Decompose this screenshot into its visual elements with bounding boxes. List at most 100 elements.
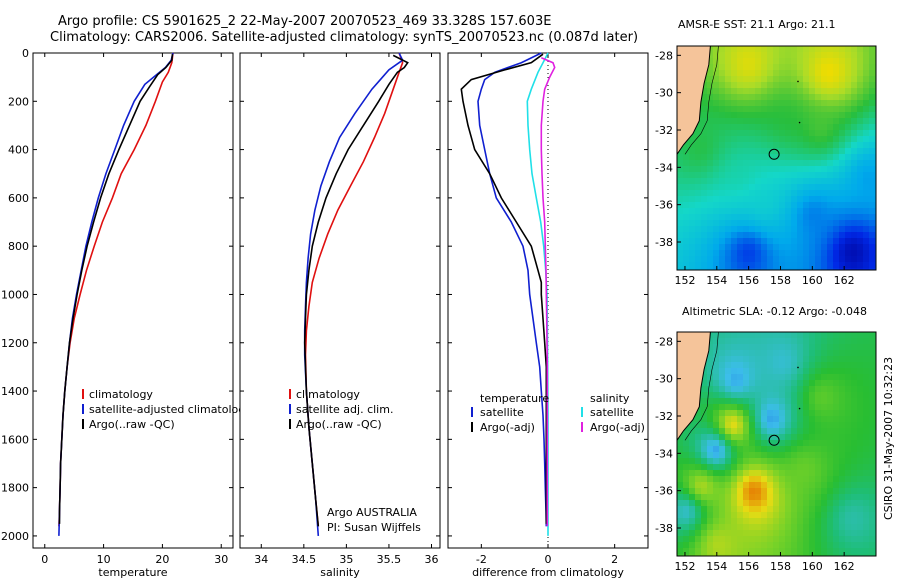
map-cell [737, 76, 743, 82]
map-cell [857, 100, 863, 106]
map-cell [707, 172, 713, 178]
map-cell [857, 172, 863, 178]
map-cell [731, 386, 737, 392]
map-cell [779, 512, 785, 518]
map-cell [695, 548, 701, 554]
map-cell [815, 548, 821, 554]
map-cell [827, 256, 833, 262]
map-cell [851, 362, 857, 368]
map-cell [839, 350, 845, 356]
map-cell [809, 124, 815, 130]
map-cell [851, 434, 857, 440]
map-cell [761, 332, 767, 338]
map-cell [857, 422, 863, 428]
map-cell [803, 500, 809, 506]
map-cell [713, 374, 719, 380]
map-cell [677, 148, 683, 154]
map-cell [803, 250, 809, 256]
map-cell [749, 196, 755, 202]
map-cell [845, 160, 851, 166]
map-cell [827, 202, 833, 208]
map-cell [773, 148, 779, 154]
map-cell [803, 268, 809, 270]
map-cell [737, 262, 743, 268]
map-cell [755, 332, 761, 338]
map-cell [731, 446, 737, 452]
map-cell [677, 446, 683, 452]
map-cell [695, 434, 701, 440]
map-cell [701, 518, 707, 524]
map-cell [827, 136, 833, 142]
map-cell [839, 554, 845, 556]
map-cell [851, 386, 857, 392]
map-cell [737, 458, 743, 464]
map-cell [749, 434, 755, 440]
map-cell [833, 268, 839, 270]
map-cell [791, 506, 797, 512]
map-cell [827, 250, 833, 256]
map-cell [701, 136, 707, 142]
map-cell [815, 392, 821, 398]
map-cell [815, 160, 821, 166]
map-cell [695, 268, 701, 270]
map-cell [845, 476, 851, 482]
map-cell [773, 524, 779, 530]
map-cell [845, 554, 851, 556]
map-cell [689, 142, 695, 148]
map-cell [761, 154, 767, 160]
map-cell [839, 500, 845, 506]
map-y-tick-label: -28 [655, 49, 673, 62]
map-cell [857, 332, 863, 338]
map-y-tick-label: -30 [655, 87, 673, 100]
map-cell [755, 208, 761, 214]
map-cell [827, 488, 833, 494]
map-cell [737, 154, 743, 160]
map-cell [755, 88, 761, 94]
map-cell [821, 100, 827, 106]
legend-label: satellite [480, 406, 524, 419]
map-cell [761, 262, 767, 268]
map-cell [833, 130, 839, 136]
map-cell [719, 536, 725, 542]
map-cell [845, 536, 851, 542]
map-cell [797, 58, 803, 64]
map-cell [833, 452, 839, 458]
map-cell [869, 154, 875, 160]
y-tick-label: 600 [8, 192, 29, 205]
map-cell [719, 88, 725, 94]
map-cell [761, 268, 767, 270]
map-cell [815, 232, 821, 238]
map-cell [857, 232, 863, 238]
map-cell [683, 160, 689, 166]
argo-location-marker [768, 434, 780, 446]
map-cell [749, 256, 755, 262]
map-cell [755, 548, 761, 554]
map-cell [851, 476, 857, 482]
map-cell [695, 524, 701, 530]
map-cell [689, 428, 695, 434]
map-cell [713, 262, 719, 268]
map-cell [779, 202, 785, 208]
map-cell [743, 536, 749, 542]
map-cell [845, 494, 851, 500]
map-cell [767, 530, 773, 536]
map-cell [695, 542, 701, 548]
map-cell [857, 416, 863, 422]
map-cell [707, 536, 713, 542]
map-cell [737, 250, 743, 256]
x-tick-label-difference: -2 [476, 553, 487, 566]
map-cell [773, 362, 779, 368]
map-cell [821, 494, 827, 500]
map-cell [797, 106, 803, 112]
map-cell [749, 250, 755, 256]
map-cell [863, 374, 869, 380]
map-cell [779, 404, 785, 410]
map-cell [845, 338, 851, 344]
map-cell [809, 452, 815, 458]
map-cell [815, 196, 821, 202]
map-cell [713, 542, 719, 548]
map-cell [863, 160, 869, 166]
map-cell [725, 118, 731, 124]
map-cell [821, 512, 827, 518]
map-cell [773, 410, 779, 416]
